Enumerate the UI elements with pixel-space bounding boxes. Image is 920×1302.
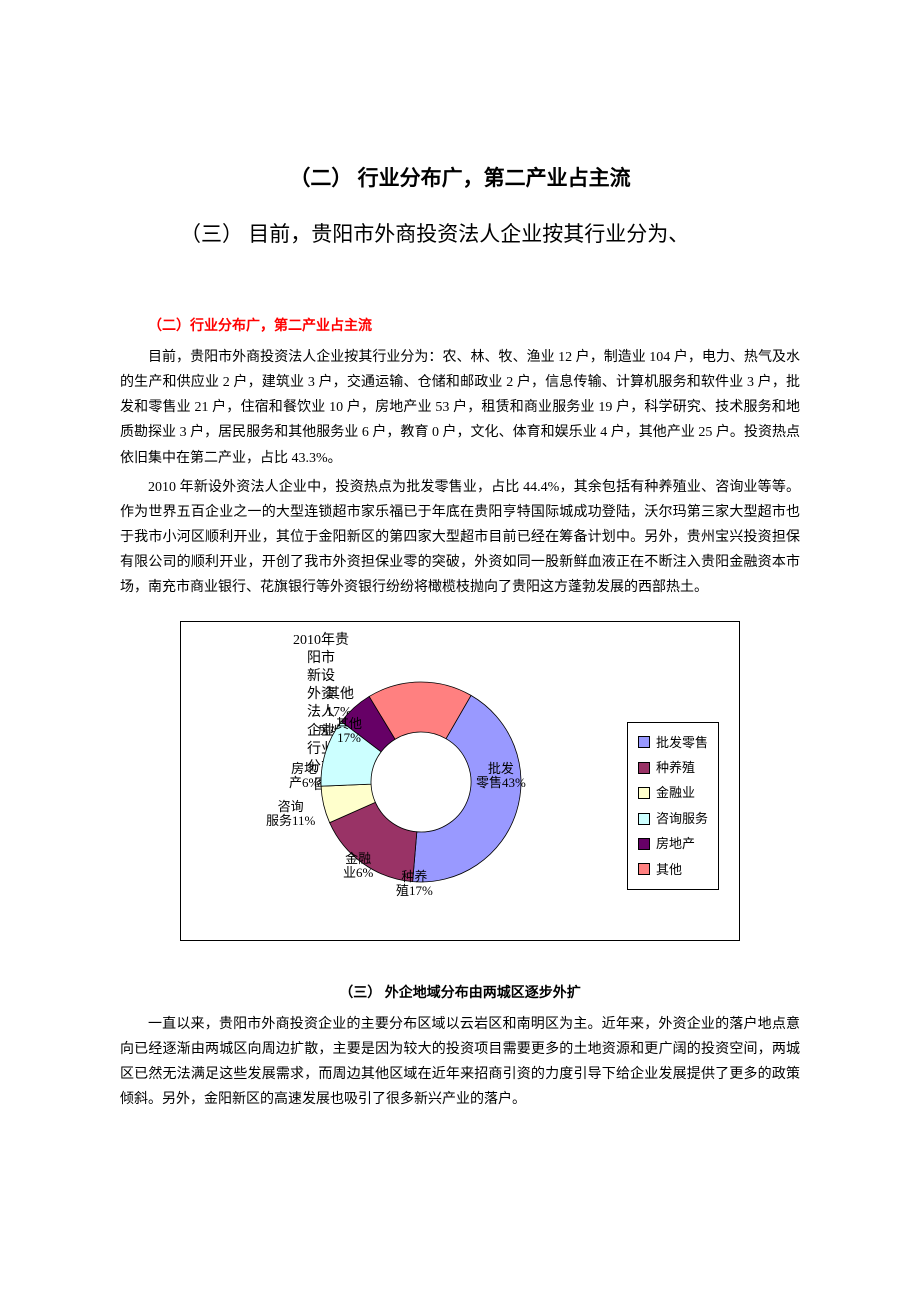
heading-3: （三） 目前，贵阳市外商投资法人企业按其行业分为、: [120, 216, 800, 254]
legend-swatch-wholesale: [638, 736, 650, 748]
legend-swatch-breeding: [638, 762, 650, 774]
section-3-title: （三） 外企地域分布由两城区逐步外扩: [120, 981, 800, 1006]
legend-item-realestate: 房地产: [638, 832, 708, 855]
donut-chart: 2010年贵阳市新设外资其他法人17%企业房地产业行业6%分布图 批发零售43%…: [180, 621, 740, 941]
legend-item-consulting: 咨询服务: [638, 807, 708, 830]
label-breeding: 种养殖17%: [396, 870, 433, 899]
paragraph-3: 一直以来，贵阳市外商投资企业的主要分布区域以云岩区和南明区为主。近年来，外资企业…: [120, 1012, 800, 1113]
section-2-title: （二）行业分布广，第二产业占主流: [120, 314, 800, 339]
heading-2: （二） 行业分布广，第二产业占主流: [120, 160, 800, 198]
paragraph-2: 2010 年新设外资法人企业中，投资热点为批发零售业，占比 44.4%，其余包括…: [120, 475, 800, 601]
chart-container: 2010年贵阳市新设外资其他法人17%企业房地产业行业6%分布图 批发零售43%…: [180, 621, 740, 941]
legend-label-realestate: 房地产: [656, 832, 695, 855]
label-realestate: 房地产6%: [289, 762, 319, 791]
legend-item-wholesale: 批发零售: [638, 731, 708, 754]
label-consulting: 咨询服务11%: [266, 800, 315, 829]
legend-item-other: 其他: [638, 858, 708, 881]
legend-item-finance: 金融业: [638, 781, 708, 804]
legend-swatch-finance: [638, 787, 650, 799]
legend-label-consulting: 咨询服务: [656, 807, 708, 830]
legend-label-wholesale: 批发零售: [656, 731, 708, 754]
legend-swatch-consulting: [638, 813, 650, 825]
chart-legend: 批发零售种养殖金融业咨询服务房地产其他: [627, 722, 719, 890]
legend-item-breeding: 种养殖: [638, 756, 708, 779]
label-other: 其他17%: [336, 717, 362, 746]
label-finance: 金融业6%: [343, 852, 373, 881]
legend-swatch-other: [638, 863, 650, 875]
paragraph-1: 目前，贵阳市外商投资法人企业按其行业分为：农、林、牧、渔业 12 户，制造业 1…: [120, 345, 800, 471]
legend-label-other: 其他: [656, 858, 682, 881]
legend-swatch-realestate: [638, 838, 650, 850]
legend-label-finance: 金融业: [656, 781, 695, 804]
legend-label-breeding: 种养殖: [656, 756, 695, 779]
label-wholesale: 批发零售43%: [476, 762, 526, 791]
